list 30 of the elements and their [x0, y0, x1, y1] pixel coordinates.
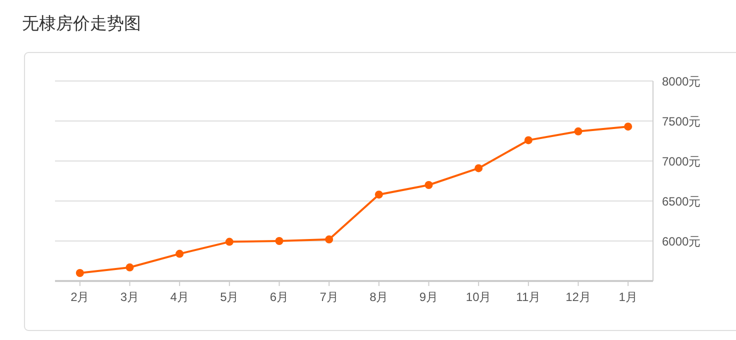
x-tick-label: 4月	[170, 290, 189, 304]
x-tick-label: 9月	[419, 290, 438, 304]
point	[524, 136, 532, 144]
point	[126, 263, 134, 272]
x-tick-label: 6月	[270, 290, 289, 304]
x-tick-label: 7月	[320, 290, 338, 304]
y-tick-label: 6500元	[662, 194, 701, 208]
point	[424, 181, 433, 189]
x-tick-label: 8月	[370, 290, 388, 304]
point	[275, 237, 284, 245]
y-tick-label: 8000元	[662, 74, 701, 88]
y-tick-label: 6000元	[662, 234, 701, 248]
y-tick-label: 7000元	[662, 154, 701, 168]
point	[374, 190, 383, 199]
x-tick-label: 3月	[120, 290, 140, 304]
x-tick-label: 12月	[566, 290, 591, 304]
x-tick-label: 11月	[516, 290, 541, 304]
point	[176, 250, 184, 258]
chart-title: 无棣房价走势图	[22, 14, 141, 33]
point	[574, 127, 582, 136]
point	[225, 238, 234, 246]
point	[325, 235, 334, 244]
y-tick-label: 7500元	[662, 114, 701, 128]
x-tick-label: 10月	[466, 290, 492, 304]
x-tick-label: 1月	[618, 290, 638, 304]
x-tick-label: 5月	[220, 290, 239, 304]
point	[474, 164, 483, 172]
point	[624, 122, 632, 131]
x-tick-label: 2月	[70, 290, 90, 304]
point	[76, 269, 84, 277]
